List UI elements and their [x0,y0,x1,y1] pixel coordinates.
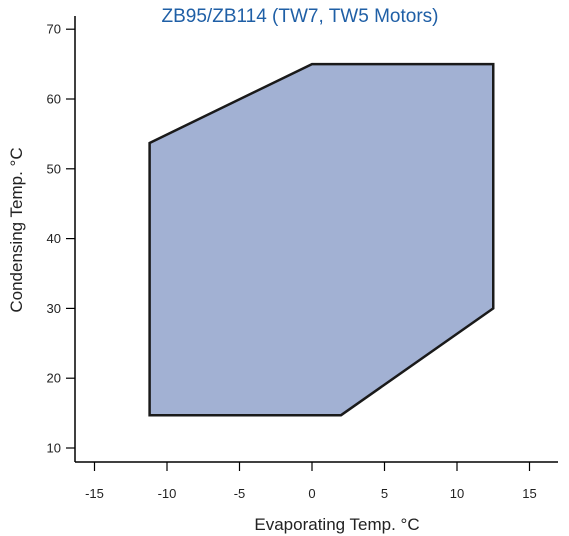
x-tick-label: -5 [234,486,246,501]
x-ticks: -15 -10 -5 0 5 10 15 [85,462,537,501]
y-tick-label: 60 [47,92,61,107]
y-ticks: 10 20 30 40 50 60 70 [47,22,75,456]
y-tick-label: 50 [47,161,61,176]
x-tick-label: 5 [381,486,388,501]
y-tick-label: 40 [47,231,61,246]
chart-title: ZB95/ZB114 (TW7, TW5 Motors) [162,6,439,27]
y-axis-label: Condensing Temp. °C [7,147,26,312]
x-axis-label: Evaporating Temp. °C [254,515,419,534]
y-tick-label: 70 [47,22,61,37]
y-tick-label: 10 [47,441,61,456]
x-tick-label: -15 [85,486,104,501]
operating-envelope-0 [148,62,495,417]
x-tick-label: -10 [158,486,177,501]
envelope-layer [148,62,495,417]
x-tick-label: 0 [308,486,315,501]
x-tick-label: 15 [522,486,536,501]
y-tick-label: 20 [47,371,61,386]
y-tick-label: 30 [47,301,61,316]
x-tick-label: 10 [450,486,464,501]
